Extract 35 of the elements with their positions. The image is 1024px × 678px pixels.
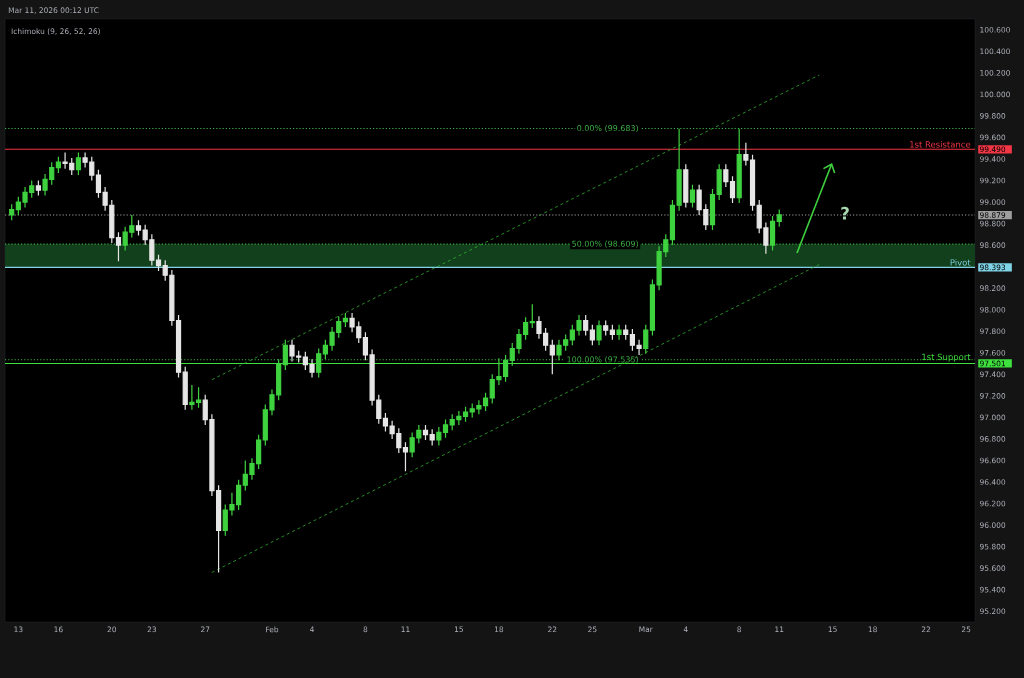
candlestick bbox=[422, 424, 429, 441]
candlestick bbox=[549, 339, 555, 375]
candlestick bbox=[135, 219, 142, 237]
candlestick bbox=[623, 324, 629, 341]
candlestick bbox=[683, 163, 689, 209]
candlestick bbox=[769, 215, 776, 252]
candlestick bbox=[616, 324, 622, 341]
candlestick bbox=[723, 163, 729, 188]
candlestick bbox=[583, 314, 589, 337]
candlestick bbox=[75, 151, 82, 176]
candlestick bbox=[736, 128, 742, 204]
candlestick bbox=[35, 179, 41, 197]
candlestick bbox=[529, 303, 535, 329]
candlestick bbox=[316, 347, 322, 379]
candlestick bbox=[55, 156, 62, 174]
candlestick bbox=[429, 428, 435, 446]
candlestick bbox=[596, 319, 602, 346]
candlestick bbox=[9, 203, 15, 221]
candlestick bbox=[402, 441, 409, 472]
candlestick bbox=[342, 312, 348, 328]
candlestick bbox=[609, 324, 615, 341]
candlestick bbox=[115, 231, 122, 262]
candlestick bbox=[155, 254, 162, 272]
candlestick bbox=[442, 418, 449, 439]
ref-line-label: Pivot bbox=[950, 259, 971, 266]
ref-line-label: 1st Support bbox=[922, 353, 971, 362]
candlestick bbox=[689, 184, 696, 209]
annotation: ? bbox=[841, 206, 849, 220]
candlestick bbox=[776, 208, 782, 228]
candlestick bbox=[716, 163, 722, 201]
ref-line-label: 1st Resistance bbox=[910, 141, 971, 148]
candlestick bbox=[589, 324, 595, 346]
candlestick bbox=[729, 175, 736, 204]
candlestick bbox=[603, 319, 609, 337]
candlestick bbox=[436, 426, 442, 446]
